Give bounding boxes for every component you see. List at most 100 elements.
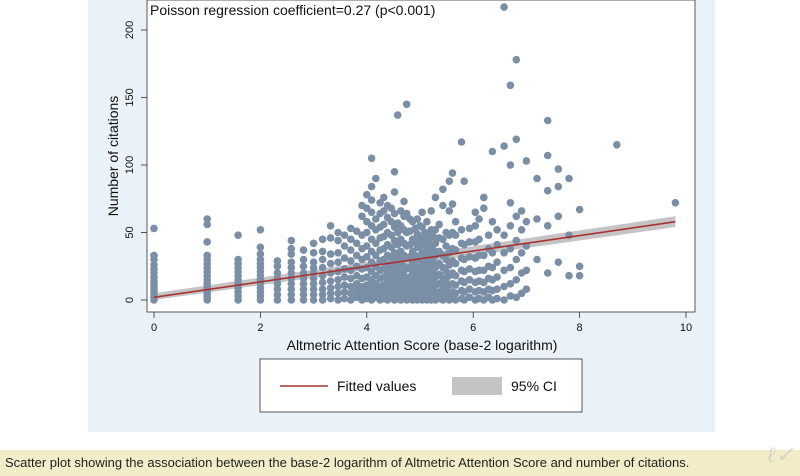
data-point <box>445 177 454 185</box>
data-point <box>287 269 296 277</box>
data-point <box>512 236 521 245</box>
data-point <box>334 258 342 267</box>
legend-fitted-label: Fitted values <box>337 378 416 394</box>
data-point <box>393 111 402 119</box>
data-point <box>506 81 515 90</box>
data-point <box>517 226 526 234</box>
data-point <box>390 168 399 176</box>
data-point <box>273 285 282 294</box>
data-point <box>203 220 211 229</box>
data-point <box>363 190 371 199</box>
data-point <box>273 296 282 304</box>
data-point <box>347 282 355 291</box>
data-point <box>554 212 563 221</box>
data-point <box>431 226 440 234</box>
data-point <box>517 249 526 257</box>
data-point <box>326 234 335 242</box>
data-point <box>512 255 521 264</box>
data-point <box>287 258 296 267</box>
data-point <box>439 235 447 244</box>
data-point <box>334 249 342 257</box>
data-point <box>326 294 335 303</box>
data-point <box>493 258 501 267</box>
x-tick-label: 0 <box>151 322 157 334</box>
data-point <box>287 250 296 258</box>
data-point <box>506 199 515 207</box>
figure-panel: 0 2 4 6 8 10 0 50 100 150 200 Poisson regression c… <box>88 0 715 432</box>
data-point <box>423 217 431 226</box>
data-point <box>334 236 342 245</box>
data-point <box>402 100 411 109</box>
data-point <box>512 276 521 284</box>
data-point <box>451 231 460 239</box>
data-point <box>512 55 521 64</box>
data-point <box>488 263 497 272</box>
data-point <box>367 208 376 217</box>
data-point <box>318 247 327 256</box>
data-point <box>543 116 552 125</box>
data-point <box>340 281 349 289</box>
data-point <box>442 242 450 250</box>
data-point <box>554 182 563 191</box>
data-point <box>299 296 308 304</box>
data-point <box>347 289 355 298</box>
points-layer <box>150 3 680 304</box>
data-point <box>506 222 515 230</box>
x-tick-label: 8 <box>577 322 583 334</box>
data-point <box>334 276 342 284</box>
data-point <box>363 252 371 261</box>
data-point <box>234 255 242 264</box>
data-point <box>334 282 342 291</box>
data-point <box>318 263 327 272</box>
data-point <box>318 235 327 244</box>
data-point <box>480 204 488 212</box>
data-point <box>465 224 474 233</box>
data-point <box>475 235 483 244</box>
data-point <box>150 251 158 260</box>
data-point <box>299 290 308 299</box>
data-point <box>299 280 308 288</box>
data-point <box>575 271 584 280</box>
data-point <box>363 242 371 250</box>
data-point <box>460 177 469 185</box>
data-point <box>318 290 327 299</box>
data-point <box>309 263 318 272</box>
data-point <box>451 281 460 289</box>
data-point <box>287 236 296 245</box>
data-point <box>347 257 355 265</box>
data-point <box>400 197 408 206</box>
data-point <box>471 222 480 230</box>
data-point <box>500 3 508 11</box>
data-point <box>326 250 335 258</box>
data-point <box>234 231 242 239</box>
data-point <box>318 285 327 294</box>
data-point <box>299 246 308 254</box>
data-point <box>309 258 318 267</box>
data-point <box>500 249 508 257</box>
x-tick-label: 2 <box>257 322 263 334</box>
data-point <box>203 251 211 260</box>
data-point <box>352 227 361 235</box>
data-point <box>533 174 541 183</box>
data-point <box>465 293 474 302</box>
data-point <box>575 262 584 271</box>
data-point <box>493 294 501 303</box>
y-tick-label: 50 <box>124 226 136 238</box>
data-point <box>393 228 402 237</box>
data-point <box>457 138 466 146</box>
data-point <box>380 207 388 215</box>
data-point <box>465 265 474 273</box>
data-point <box>445 207 454 215</box>
data-point <box>465 238 474 246</box>
y-tick-label: 150 <box>124 88 136 106</box>
y-axis-label: Number of citations <box>105 96 121 217</box>
data-point <box>493 285 501 294</box>
data-point <box>451 289 460 298</box>
data-point <box>309 249 318 257</box>
y-tick-label: 200 <box>124 21 136 39</box>
data-point <box>500 142 508 150</box>
data-point <box>309 274 318 283</box>
data-point <box>372 174 380 183</box>
data-point <box>273 290 282 299</box>
data-point <box>439 185 447 194</box>
